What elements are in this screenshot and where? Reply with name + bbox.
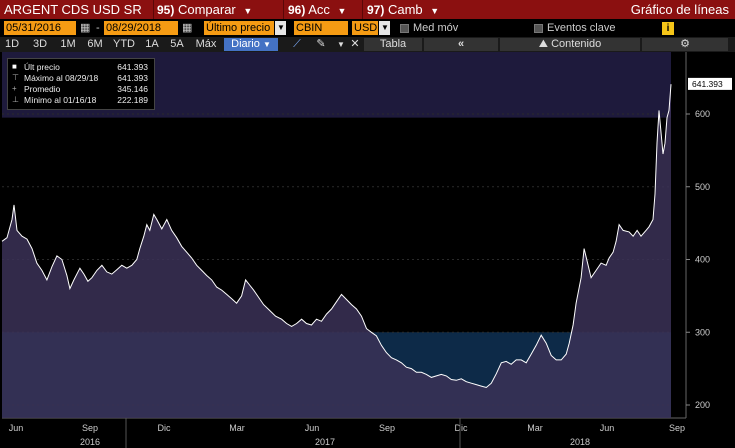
range-1m-button[interactable]: 1M	[60, 38, 76, 50]
chevron-down-icon: ▼	[243, 6, 253, 16]
min-marker-icon: ⊥	[12, 95, 19, 104]
content-label: Contenido	[551, 38, 602, 50]
frequency-label: Diario	[231, 38, 260, 50]
x-tick-label: Jun	[305, 423, 320, 433]
chevron-down-icon[interactable]: ▼	[379, 21, 390, 35]
legend-min-label: Mínimo al 01/16/18	[24, 95, 97, 105]
average-marker-icon: +	[12, 84, 17, 93]
compare-label: Comparar	[177, 2, 236, 17]
last-price-tag-box	[688, 77, 732, 90]
legend-avg-value: 345.146	[117, 84, 148, 94]
chevron-down-icon[interactable]: ▼	[275, 21, 286, 35]
change-num: 97)	[367, 3, 385, 17]
x-tick-label: Mar	[229, 423, 245, 433]
legend[interactable]: ■ Últ precio 641.393 ⊤ Máximo al 08/29/1…	[7, 58, 155, 110]
year-label: 2016	[80, 437, 100, 447]
controls-row: 05/31/2016 ▦ - 08/29/2018 ▦ Último preci…	[0, 19, 735, 37]
key-events-label: Eventos clave	[547, 22, 616, 34]
change-menu[interactable]: 97) Camb ▼	[367, 0, 439, 19]
chart-icon: ⛰	[538, 38, 549, 50]
range-ytd-button[interactable]: YTD	[113, 38, 135, 50]
x-tick-label: Dic	[455, 423, 468, 433]
legend-max-label: Máximo al 08/29/18	[24, 73, 99, 83]
range-1d-button[interactable]: 1D	[4, 38, 20, 50]
collapse-button[interactable]: «	[424, 38, 498, 51]
chart-type-title: Gráfico de líneas	[630, 2, 729, 17]
legend-average: + Promedio 345.146	[12, 84, 150, 94]
max-marker-icon: ⊤	[12, 73, 19, 82]
actions-label: Acc	[308, 2, 330, 17]
source-field[interactable]: CBIN	[294, 21, 348, 35]
legend-max-value: 641.393	[117, 73, 148, 83]
compare-num: 95)	[157, 3, 175, 17]
actions-menu[interactable]: 96) Acc ▼	[288, 0, 346, 19]
x-tick-label: Sep	[669, 423, 685, 433]
moving-avg-label: Med móv	[413, 22, 459, 34]
range-5a-button[interactable]: 5A	[170, 38, 184, 50]
y-tick-label: 600	[695, 109, 710, 119]
x-axis: Jun Sep Dic Mar Jun Sep Dic Mar Jun Sep 2016 2017 20…	[9, 418, 685, 448]
gear-icon[interactable]: ⚙	[642, 38, 728, 51]
field-selector[interactable]: Último precio	[204, 21, 274, 35]
last-price-tag: 641.393	[688, 77, 732, 90]
compare-menu[interactable]: 95) Comparar ▼	[157, 0, 252, 19]
line-chart-icon[interactable]: ⟋	[293, 38, 301, 50]
security-ticker[interactable]: ARGENT CDS USD SR	[4, 0, 154, 19]
y-tick-label: 400	[695, 255, 710, 265]
square-icon: ■	[12, 62, 17, 71]
legend-min-value: 222.189	[117, 95, 148, 105]
year-label: 2018	[570, 437, 590, 447]
content-button[interactable]: ⛰ Contenido	[500, 38, 640, 51]
calendar-icon[interactable]: ▦	[80, 22, 91, 34]
tools-icon[interactable]: ✎	[316, 38, 326, 50]
actions-num: 96)	[288, 3, 306, 17]
chevron-down-icon[interactable]: ▼	[337, 40, 345, 49]
moving-avg-checkbox[interactable]	[400, 24, 409, 33]
close-icon[interactable]: ✕	[350, 38, 360, 50]
range-6m-button[interactable]: 6M	[87, 38, 103, 50]
x-tick-label: Mar	[527, 423, 543, 433]
legend-last-value: 641.393	[117, 62, 148, 72]
x-tick-label: Sep	[82, 423, 98, 433]
year-label: 2017	[315, 437, 335, 447]
legend-avg-label: Promedio	[24, 84, 61, 94]
y-tick-label: 300	[695, 327, 710, 337]
legend-last-label: Últ precio	[24, 62, 60, 72]
chevron-down-icon: ▼	[430, 6, 440, 16]
range-max-button[interactable]: Máx	[195, 38, 217, 50]
price-line	[1, 84, 672, 389]
frequency-selector[interactable]: Diario ▼	[224, 38, 278, 51]
currency-field[interactable]: USD	[352, 21, 378, 35]
y-tick-label: 200	[695, 400, 710, 410]
chevron-down-icon: ▼	[262, 40, 271, 49]
start-date-field[interactable]: 05/31/2016	[4, 21, 76, 35]
calendar-icon[interactable]: ▦	[182, 22, 193, 34]
legend-max: ⊤ Máximo al 08/29/18 641.393	[12, 73, 150, 83]
x-tick-label: Dic	[158, 423, 171, 433]
x-tick-label: Jun	[600, 423, 615, 433]
title-bar: ARGENT CDS USD SR 95) Comparar ▼ 96) Acc…	[0, 0, 735, 19]
toolbar: 1D 3D 1M 6M YTD 1A 5A Máx Diario ▼ ⟋ ✎ ▼…	[0, 37, 735, 52]
y-axis: 200 300 400 500 600	[686, 109, 710, 410]
legend-last-price: ■ Últ precio 641.393	[12, 62, 150, 72]
price-area	[2, 84, 671, 418]
key-events-checkbox[interactable]	[534, 24, 543, 33]
x-tick-label: Sep	[379, 423, 395, 433]
legend-min: ⊥ Mínimo al 01/16/18 222.189	[12, 95, 150, 105]
range-3d-button[interactable]: 3D	[32, 38, 48, 50]
end-date-field[interactable]: 08/29/2018	[104, 21, 178, 35]
table-button[interactable]: Tabla	[364, 38, 422, 51]
y-tick-label: 500	[695, 182, 710, 192]
price-chart[interactable]: 200 300 400 500 600 Jun Sep Dic Mar Jun Sep Dic Mar…	[0, 52, 735, 448]
info-icon[interactable]: i	[662, 22, 674, 35]
date-separator: -	[96, 22, 100, 34]
change-label: Camb	[387, 2, 423, 17]
range-1a-button[interactable]: 1A	[145, 38, 159, 50]
x-tick-label: Jun	[9, 423, 24, 433]
chevron-down-icon: ▼	[337, 6, 347, 16]
last-price-tag-text: 641.393	[692, 79, 723, 89]
